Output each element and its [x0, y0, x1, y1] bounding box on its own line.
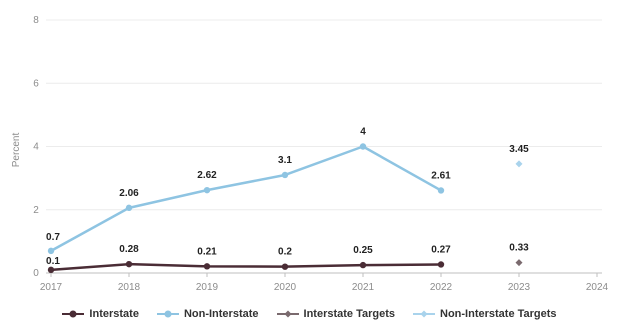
data-label: 0.1	[46, 256, 60, 267]
x-tick-label: 2019	[196, 282, 219, 293]
legend-label: Non-Interstate	[183, 308, 259, 320]
y-axis-label: Percent	[11, 133, 22, 168]
data-point	[281, 171, 289, 179]
data-label: 0.27	[431, 244, 451, 255]
series-group	[47, 143, 523, 274]
y-tick-label: 4	[33, 142, 39, 153]
data-point	[203, 263, 211, 270]
x-axis-ticks: 2017 2018 2019 2020 2021 2022 2023 2024	[40, 273, 609, 293]
x-tick-label: 2022	[430, 282, 453, 293]
legend-swatch-marker	[69, 310, 77, 318]
x-tick-label: 2020	[274, 282, 297, 293]
series-line-interstate	[50, 262, 442, 272]
data-label: 0.28	[119, 244, 139, 255]
legend-swatch	[62, 310, 85, 318]
legend-label: Interstate Targets	[303, 308, 396, 320]
data-label: 2.61	[431, 170, 451, 181]
legend-label: Interstate	[89, 308, 139, 320]
series-line-non-interstate	[50, 145, 442, 252]
x-tick-label: 2024	[586, 282, 609, 293]
data-point	[281, 263, 289, 270]
data-point	[437, 261, 445, 268]
data-point	[125, 260, 133, 268]
legend-swatch	[413, 310, 436, 318]
data-label: 4	[360, 127, 366, 138]
x-tick-label: 2023	[508, 282, 531, 293]
legend-item-interstate-targets[interactable]: Interstate Targets	[276, 308, 396, 320]
data-point	[47, 247, 55, 255]
data-labels: 0.1 0.28 0.21 0.2 0.25 0.27 0.7 2.06 2.62 3.1 4 2.6…	[46, 127, 529, 267]
data-label: 3.1	[278, 155, 292, 166]
grid-lines	[46, 19, 602, 274]
y-tick-label: 6	[33, 78, 39, 89]
data-label: 0.33	[509, 243, 529, 254]
data-point	[203, 186, 211, 194]
series-interstate-targets	[515, 259, 523, 267]
legend-label: Non-Interstate Targets	[440, 308, 557, 320]
x-tick-label: 2021	[352, 282, 375, 293]
legend-item-interstate[interactable]: Interstate	[62, 308, 139, 320]
legend-swatch-marker	[420, 310, 428, 318]
y-axis-ticks: 0 2 4 6 8	[33, 15, 39, 279]
data-point	[125, 204, 133, 212]
legend: Interstate Non-Interstate Interstate Targe…	[0, 308, 619, 320]
legend-swatch	[276, 310, 299, 318]
legend-swatch-marker	[164, 310, 172, 318]
data-point	[47, 266, 55, 274]
data-label: 0.25	[353, 245, 373, 256]
series-non-interstate	[47, 143, 445, 255]
data-label: 0.21	[197, 246, 217, 257]
target-point	[515, 160, 523, 168]
x-tick-label: 2018	[118, 282, 141, 293]
y-tick-label: 8	[33, 15, 39, 26]
legend-item-non-interstate-targets[interactable]: Non-Interstate Targets	[413, 308, 557, 320]
y-tick-label: 2	[33, 205, 39, 216]
x-tick-label: 2017	[40, 282, 63, 293]
target-point	[515, 259, 523, 267]
series-non-interstate-targets	[515, 160, 523, 168]
data-label: 3.45	[509, 144, 529, 155]
legend-swatch-marker	[284, 310, 292, 318]
legend-item-non-interstate[interactable]: Non-Interstate	[156, 308, 259, 320]
data-point	[359, 143, 367, 150]
data-label: 0.2	[278, 247, 292, 258]
data-point	[359, 261, 367, 269]
data-label: 0.7	[46, 232, 60, 243]
series-interstate	[47, 260, 445, 274]
data-point	[437, 187, 445, 194]
legend-swatch	[156, 310, 179, 318]
data-label: 2.62	[197, 170, 217, 181]
data-label: 2.06	[119, 188, 139, 199]
y-tick-label: 0	[33, 268, 39, 279]
